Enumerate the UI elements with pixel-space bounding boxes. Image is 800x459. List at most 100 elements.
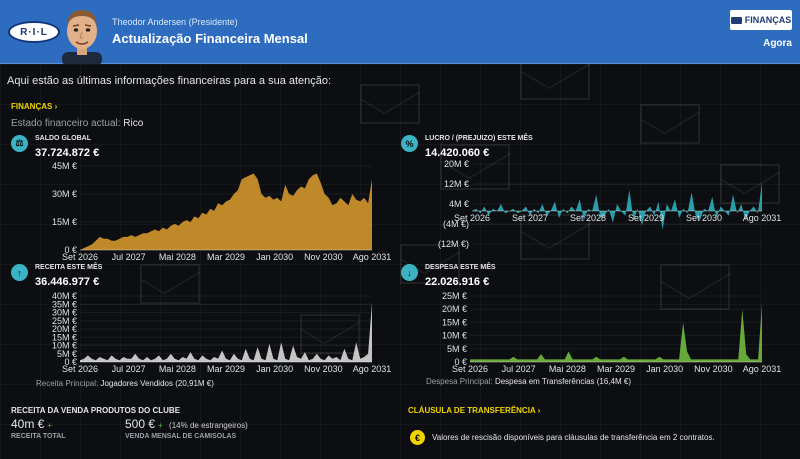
- scale-icon: ⚖: [11, 135, 28, 152]
- percent-icon: %: [401, 135, 418, 152]
- envelope-decoration: [660, 264, 730, 310]
- finance-badge[interactable]: FINANÇAS: [730, 10, 792, 30]
- club-logo: R·I·L: [8, 21, 60, 43]
- x-tick-label: Nov 2030: [694, 364, 733, 374]
- background: [0, 54, 800, 459]
- y-tick-label: 35M €: [52, 299, 77, 309]
- y-tick-label: 10M €: [52, 341, 77, 351]
- merch-title: RECEITA DA VENDA PRODUTOS DO CLUBE: [11, 406, 181, 415]
- x-tick-label: Set 2026: [452, 364, 488, 374]
- envelope-decoration: [720, 164, 780, 204]
- euro-coin-icon: €: [410, 430, 425, 445]
- x-tick-label: Mai 2028: [159, 252, 196, 262]
- x-tick-label: Set 2026: [62, 252, 98, 262]
- avatar[interactable]: [60, 4, 104, 64]
- expense-label: DESPESA ESTE MÊS: [425, 264, 496, 271]
- x-tick-label: Set 2029: [628, 213, 664, 223]
- profit-value: 14.420.060 €: [425, 147, 490, 159]
- balance-chart[interactable]: 0 € 15M € 30M € 45M € Set 2026 Jul 2027 Mai 20…: [0, 160, 392, 268]
- envelope-decoration: [140, 264, 200, 304]
- x-tick-label: Nov 2030: [304, 252, 343, 262]
- y-tick-label: 4M €: [449, 199, 469, 209]
- series-area[interactable]: [470, 303, 762, 362]
- finance-link-label: FINANÇAS: [11, 102, 53, 111]
- y-tick-label: 25M €: [442, 291, 467, 301]
- y-tick-label: 5M €: [57, 349, 77, 359]
- chevron-right-icon: ›: [537, 406, 541, 415]
- y-tick-label: 12M €: [444, 179, 469, 189]
- y-tick-label: 10M €: [442, 331, 467, 341]
- y-tick-label: (12M €): [438, 239, 469, 249]
- chevron-right-icon: ›: [54, 102, 58, 111]
- x-tick-label: Ago 2031: [743, 213, 782, 223]
- president-face-icon: [62, 10, 102, 64]
- arrow-up-icon: ↑: [11, 264, 28, 281]
- transfer-clause-title: CLÁUSULA DE TRANSFERÊNCIA: [408, 406, 536, 415]
- x-tick-label: Jul 2027: [112, 364, 146, 374]
- profit-chart[interactable]: (12M €) (4M €) 4M € 12M € 20M € Set 2026 Set 2…: [400, 158, 790, 254]
- envelope-decoration: [440, 144, 510, 190]
- x-tick-label: Ago 2031: [353, 252, 392, 262]
- y-tick-label: 15M €: [52, 332, 77, 342]
- series-area[interactable]: [80, 302, 372, 362]
- income-chart[interactable]: 0 €5M €10M €15M €20M €25M €30M €35M €40M…: [0, 290, 391, 376]
- income-note-value: Jogadores Vendidos (20,91M €): [100, 379, 214, 388]
- sender-role: (Presidente): [188, 17, 238, 27]
- merch-shirts-value: 500 €: [125, 417, 156, 431]
- transfer-clause-link[interactable]: CLÁUSULA DE TRANSFERÊNCIA ›: [408, 406, 540, 415]
- envelope-decoration: [640, 104, 700, 144]
- y-tick-label: (4M €): [443, 219, 469, 229]
- expense-chart[interactable]: 0 € 5M € 10M € 15M € 20M € 25M € Set 2026 Jul 2…: [400, 290, 790, 376]
- envelope-decoration: [360, 84, 420, 124]
- y-tick-label: 30M €: [52, 189, 77, 199]
- plus-icon: +: [158, 421, 163, 430]
- envelope-decoration: [520, 214, 590, 260]
- y-tick-label: 15M €: [52, 217, 77, 227]
- expense-note-value: Despesa em Transferências (16,4M €): [494, 377, 631, 386]
- envelope-decoration: [400, 244, 460, 284]
- merch-shirts-label: VENDA MENSAL DE CAMISOLAS: [125, 433, 237, 440]
- expense-note-label: Despesa Principal:: [426, 377, 493, 386]
- x-tick-label: Jan 2030: [256, 364, 293, 374]
- series-area[interactable]: [472, 182, 762, 230]
- y-tick-label: 5M €: [447, 344, 467, 354]
- x-tick-label: Jul 2027: [502, 364, 536, 374]
- expense-value: 22.026.916 €: [425, 276, 490, 288]
- series-area[interactable]: [80, 173, 372, 251]
- x-tick-label: Set 2026: [62, 364, 98, 374]
- balance-value: 37.724.872 €: [35, 147, 100, 159]
- y-tick-label: 0 €: [454, 357, 467, 367]
- transfer-clause-text: Valores de rescisão disponíveis para clá…: [432, 433, 715, 442]
- x-tick-label: Set 2026: [454, 213, 490, 223]
- intro-text: Aqui estão as últimas informações financ…: [7, 75, 332, 87]
- merch-shirts-extra: (14% de estrangeiros): [169, 421, 248, 430]
- message-time: Agora: [763, 38, 792, 49]
- x-tick-label: Mar 2029: [207, 364, 245, 374]
- merch-total-label: RECEITA TOTAL: [11, 433, 66, 440]
- y-tick-label: 20M €: [442, 304, 467, 314]
- finance-link[interactable]: FINANÇAS ›: [11, 102, 57, 111]
- x-tick-label: Jul 2027: [112, 252, 146, 262]
- x-tick-label: Jan 2030: [646, 364, 683, 374]
- income-label: RECEITA ESTE MÊS: [35, 264, 103, 271]
- merch-total-value: 40m €: [11, 417, 45, 431]
- x-tick-label: Set 2030: [686, 213, 722, 223]
- financial-status-value: Rico: [123, 118, 144, 129]
- x-tick-label: Jan 2030: [256, 252, 293, 262]
- profit-label: LUCRO / (PREJUIZO) ESTE MÊS: [425, 135, 533, 142]
- x-tick-label: Set 2027: [512, 213, 548, 223]
- plus-icon: +: [47, 421, 53, 430]
- arrow-down-icon: ↓: [401, 264, 418, 281]
- x-tick-label: Mai 2028: [549, 364, 586, 374]
- y-tick-label: 20M €: [52, 324, 77, 334]
- envelope-decoration: [300, 314, 360, 354]
- financial-status-label: Estado financeiro actual:: [11, 118, 121, 129]
- income-value: 36.446.977 €: [35, 276, 100, 288]
- x-tick-label: Set 2028: [570, 213, 606, 223]
- sender-name[interactable]: Theodor Andersen: [112, 17, 187, 27]
- y-tick-label: 0 €: [64, 357, 77, 367]
- club-logo-text: R·I·L: [20, 26, 48, 38]
- message-header: R·I·L Theodor Andersen (Presidente) Actu…: [0, 0, 800, 64]
- y-tick-label: 0 €: [64, 245, 77, 255]
- financial-status: Estado financeiro actual: Rico: [11, 118, 143, 129]
